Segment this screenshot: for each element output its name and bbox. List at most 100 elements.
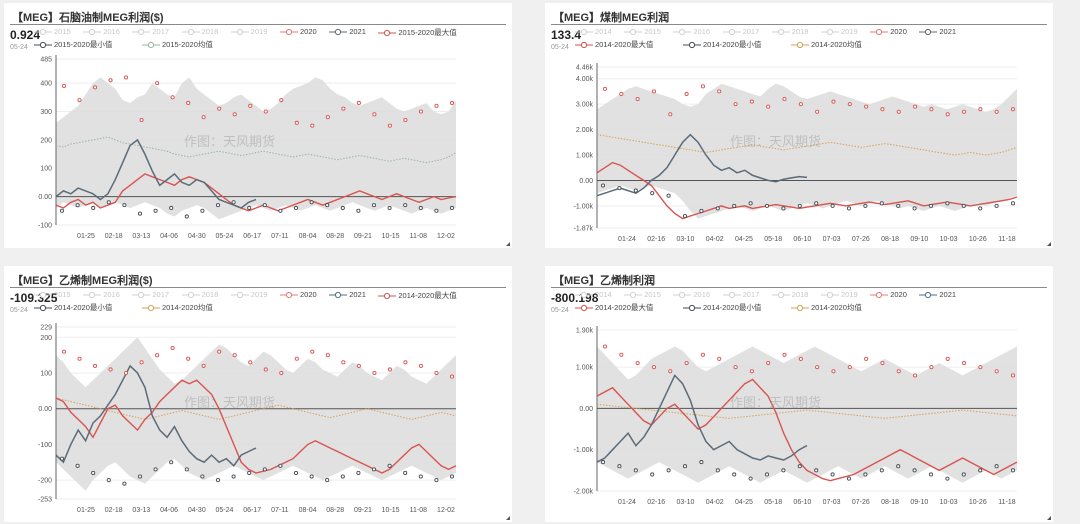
x-tick-label: 10-26 bbox=[969, 236, 987, 243]
legend-item[interactable]: 2014 bbox=[575, 27, 612, 36]
max-point bbox=[294, 120, 299, 125]
resize-handle-icon[interactable] bbox=[1047, 516, 1051, 520]
min-point bbox=[247, 470, 252, 476]
min-point bbox=[994, 464, 999, 469]
y-tick-label: 485 bbox=[40, 57, 52, 64]
legend-item[interactable]: 2021 bbox=[919, 290, 956, 299]
legend-item[interactable]: 2020 bbox=[280, 290, 317, 299]
legend-item[interactable]: 2017 bbox=[722, 27, 759, 36]
min-point bbox=[994, 203, 999, 208]
legend-item[interactable]: 2014-2020最小值 bbox=[683, 39, 761, 50]
legend-item[interactable]: 2021 bbox=[329, 290, 366, 299]
max-point bbox=[449, 100, 455, 106]
chart-panel-naphtha: 【MEG】石脑油制MEG利润($) 0.924 05-24 2015 2016 20… bbox=[4, 3, 512, 248]
legend-item[interactable]: 2019 bbox=[230, 290, 267, 299]
legend-item[interactable]: 2014-2020均值 bbox=[142, 302, 213, 313]
legend-item[interactable]: 2015 bbox=[624, 27, 661, 36]
max-point bbox=[155, 353, 160, 358]
x-tick-label: 05-24 bbox=[216, 507, 234, 514]
resize-handle-icon[interactable] bbox=[1047, 242, 1051, 246]
min-point bbox=[650, 191, 655, 196]
legend-item[interactable]: 2020 bbox=[280, 27, 317, 36]
legend-line-circle-icon bbox=[771, 291, 790, 298]
x-tick-label: 07-26 bbox=[852, 499, 870, 506]
min-point bbox=[666, 193, 671, 198]
min-point bbox=[309, 200, 314, 205]
legend-item[interactable]: 2014-2020最大值 bbox=[575, 39, 653, 50]
max-point bbox=[263, 109, 268, 114]
min-point bbox=[748, 476, 753, 481]
legend-item[interactable]: 2017 bbox=[722, 290, 759, 299]
max-point bbox=[717, 356, 722, 361]
legend-item[interactable]: 2014-2020最大值 bbox=[378, 290, 457, 301]
range-band bbox=[56, 77, 456, 220]
min-point bbox=[122, 203, 127, 208]
min-point bbox=[169, 205, 174, 211]
x-tick-label: 11-18 bbox=[998, 236, 1015, 243]
series-2020-line bbox=[596, 378, 1018, 482]
legend-item[interactable]: 2018 bbox=[771, 290, 808, 299]
x-tick-label: 12-02 bbox=[437, 507, 455, 514]
x-tick-label: 08-18 bbox=[881, 499, 899, 506]
legend-item[interactable]: 2014-2020最小值 bbox=[34, 302, 112, 313]
legend-item[interactable]: 2016 bbox=[83, 290, 120, 299]
min-point bbox=[814, 468, 819, 473]
x-tick-label: 01-25 bbox=[77, 507, 95, 514]
x-tick-label: 05-24 bbox=[216, 233, 234, 240]
legend-item[interactable]: 2018 bbox=[181, 290, 219, 299]
min-point bbox=[325, 478, 330, 483]
min-point bbox=[371, 203, 377, 208]
legend-item[interactable]: 2014-2020最大值 bbox=[575, 302, 653, 313]
legend-item[interactable]: 2016 bbox=[673, 27, 710, 36]
legend-item[interactable]: 2017 bbox=[132, 27, 169, 36]
title-divider bbox=[10, 287, 506, 288]
max-point bbox=[418, 109, 424, 114]
legend-item[interactable]: 2014-2020均值 bbox=[791, 302, 862, 313]
latest-date: 05-24 bbox=[10, 307, 28, 314]
legend-line-circle-icon bbox=[132, 28, 151, 35]
legend-item[interactable]: 2020 bbox=[870, 290, 907, 299]
min-point bbox=[912, 206, 917, 211]
max-point bbox=[201, 363, 206, 368]
max-point bbox=[684, 360, 689, 366]
resize-handle-icon[interactable] bbox=[506, 516, 510, 520]
resize-handle-icon[interactable] bbox=[506, 242, 510, 246]
legend-item[interactable]: 2018 bbox=[771, 27, 809, 36]
legend-item[interactable]: 2016 bbox=[673, 290, 710, 299]
mean-series-line bbox=[596, 403, 1018, 419]
max-point bbox=[766, 104, 771, 109]
legend-item[interactable]: 2015 bbox=[34, 27, 71, 36]
legend-item[interactable]: 2019 bbox=[821, 290, 858, 299]
legend-item[interactable]: 2014 bbox=[575, 290, 612, 299]
legend-item[interactable]: 2019 bbox=[230, 27, 267, 36]
legend-item[interactable]: 2015 bbox=[34, 290, 71, 299]
legend-item[interactable]: 2015-2020最大值 bbox=[378, 27, 457, 38]
min-point bbox=[666, 468, 671, 473]
min-point bbox=[699, 460, 704, 465]
legend-item[interactable]: 2018 bbox=[181, 27, 218, 36]
legend-label: 2015 bbox=[644, 290, 661, 299]
legend-item[interactable]: 2015-2020均值 bbox=[142, 39, 213, 50]
legend-label: 2014 bbox=[595, 27, 612, 36]
legend-item[interactable]: 2017 bbox=[132, 290, 169, 299]
legend-item[interactable]: 2014-2020最小值 bbox=[683, 302, 761, 313]
min-point bbox=[1010, 201, 1016, 206]
legend-item[interactable]: 2019 bbox=[821, 27, 858, 36]
legend-item[interactable]: 2015-2020最小值 bbox=[34, 39, 112, 50]
max-point bbox=[186, 100, 191, 106]
legend-item[interactable]: 2014-2020均值 bbox=[791, 39, 862, 50]
x-tick-label: 02-18 bbox=[105, 233, 123, 240]
legend-item[interactable]: 2015 bbox=[624, 290, 661, 299]
legend-item[interactable]: 2016 bbox=[83, 27, 120, 36]
legend-line-circle-icon bbox=[142, 41, 160, 48]
legend-label: 2018 bbox=[201, 290, 219, 299]
legend-item[interactable]: 2021 bbox=[919, 27, 956, 36]
legend-label: 2021 bbox=[939, 27, 957, 36]
min-point bbox=[896, 203, 901, 208]
legend-item[interactable]: 2020 bbox=[870, 27, 907, 36]
x-tick-label: 01-25 bbox=[77, 233, 95, 240]
y-tick-label: 1.90k bbox=[576, 328, 594, 335]
y-tick-label: 1.00k bbox=[576, 153, 594, 160]
legend-label: 2018 bbox=[791, 27, 809, 36]
legend-item[interactable]: 2021 bbox=[329, 27, 366, 36]
